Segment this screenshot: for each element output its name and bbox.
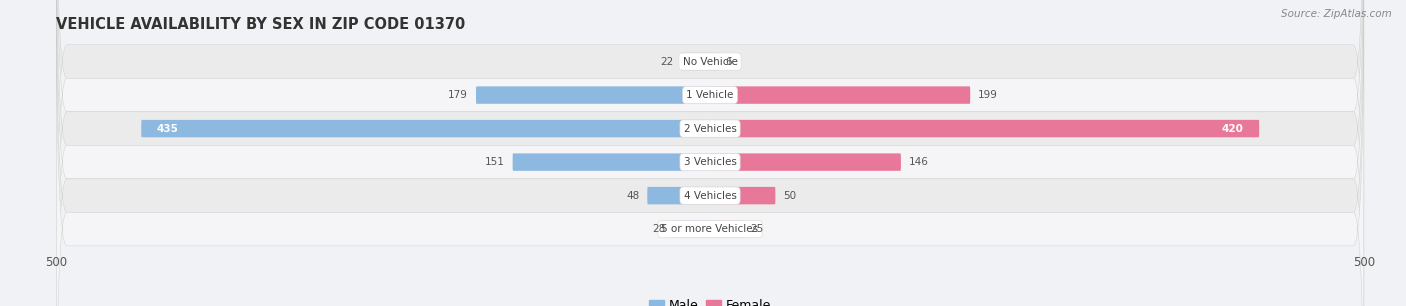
FancyBboxPatch shape: [56, 0, 1364, 306]
Text: 50: 50: [783, 191, 796, 201]
FancyBboxPatch shape: [477, 86, 710, 104]
FancyBboxPatch shape: [710, 86, 970, 104]
Text: Source: ZipAtlas.com: Source: ZipAtlas.com: [1281, 9, 1392, 19]
FancyBboxPatch shape: [513, 153, 710, 171]
FancyBboxPatch shape: [710, 153, 901, 171]
Text: 3 Vehicles: 3 Vehicles: [683, 157, 737, 167]
FancyBboxPatch shape: [710, 53, 718, 70]
FancyBboxPatch shape: [56, 0, 1364, 306]
FancyBboxPatch shape: [710, 220, 742, 238]
Text: 151: 151: [485, 157, 505, 167]
Text: 199: 199: [979, 90, 998, 100]
Text: 2 Vehicles: 2 Vehicles: [683, 124, 737, 134]
FancyBboxPatch shape: [647, 187, 710, 204]
Text: 28: 28: [652, 224, 665, 234]
Text: 435: 435: [157, 124, 179, 134]
FancyBboxPatch shape: [673, 220, 710, 238]
Text: No Vehicle: No Vehicle: [682, 57, 738, 67]
Text: 25: 25: [751, 224, 763, 234]
Legend: Male, Female: Male, Female: [648, 299, 772, 306]
FancyBboxPatch shape: [682, 53, 710, 70]
Text: 48: 48: [626, 191, 640, 201]
Text: 179: 179: [449, 90, 468, 100]
Text: 5 or more Vehicles: 5 or more Vehicles: [661, 224, 759, 234]
FancyBboxPatch shape: [56, 0, 1364, 306]
Text: 4 Vehicles: 4 Vehicles: [683, 191, 737, 201]
FancyBboxPatch shape: [56, 0, 1364, 306]
FancyBboxPatch shape: [710, 187, 776, 204]
Text: 22: 22: [661, 57, 673, 67]
Text: 146: 146: [908, 157, 928, 167]
Text: VEHICLE AVAILABILITY BY SEX IN ZIP CODE 01370: VEHICLE AVAILABILITY BY SEX IN ZIP CODE …: [56, 17, 465, 32]
Text: 6: 6: [725, 57, 733, 67]
Text: 1 Vehicle: 1 Vehicle: [686, 90, 734, 100]
FancyBboxPatch shape: [141, 120, 710, 137]
FancyBboxPatch shape: [56, 0, 1364, 306]
FancyBboxPatch shape: [56, 0, 1364, 306]
FancyBboxPatch shape: [710, 120, 1260, 137]
Text: 420: 420: [1222, 124, 1243, 134]
